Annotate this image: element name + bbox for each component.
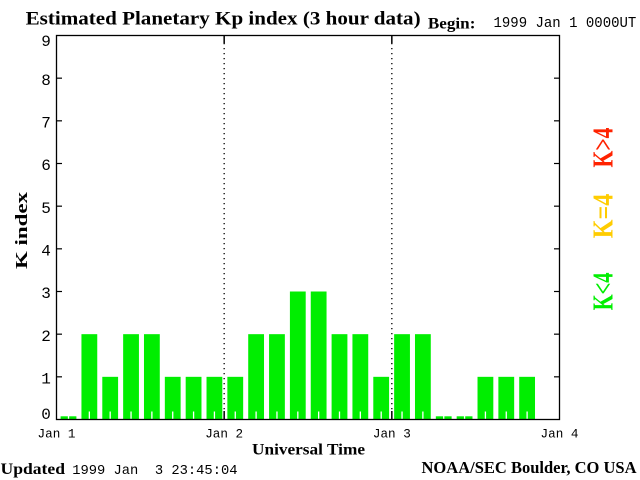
svg-text:K<4: K<4: [588, 272, 620, 310]
svg-text:1: 1: [41, 371, 51, 389]
svg-text:Begin:: Begin:: [428, 16, 476, 33]
svg-text:7: 7: [41, 115, 51, 133]
svg-text:K index: K index: [12, 191, 31, 269]
svg-text:6: 6: [41, 157, 51, 175]
svg-text:K>4: K>4: [588, 128, 620, 168]
svg-text:2: 2: [41, 328, 51, 346]
svg-text:5: 5: [41, 200, 51, 218]
svg-text:1999 Jan 3 23:45:04: 1999 Jan 3 23:45:04: [72, 463, 237, 479]
svg-text:Updated: Updated: [1, 459, 66, 478]
svg-text:1999 Jan 1 0000UT: 1999 Jan 1 0000UT: [494, 16, 637, 32]
svg-text:Jan 3: Jan 3: [373, 427, 411, 442]
svg-text:Jan 2: Jan 2: [205, 427, 243, 442]
svg-text:9: 9: [41, 33, 51, 51]
svg-text:Jan 1: Jan 1: [38, 427, 76, 442]
svg-text:8: 8: [41, 72, 51, 90]
svg-text:Universal Time: Universal Time: [252, 442, 365, 459]
svg-text:0: 0: [41, 406, 51, 424]
svg-text:Estimated Planetary Kp index (: Estimated Planetary Kp index (3 hour dat…: [26, 8, 421, 29]
svg-text:3: 3: [41, 285, 51, 303]
svg-text:Jan 4: Jan 4: [541, 427, 579, 442]
svg-text:K=4: K=4: [588, 194, 620, 239]
svg-text:4: 4: [41, 243, 51, 261]
svg-text:NOAA/SEC Boulder, CO USA: NOAA/SEC Boulder, CO USA: [422, 458, 638, 477]
